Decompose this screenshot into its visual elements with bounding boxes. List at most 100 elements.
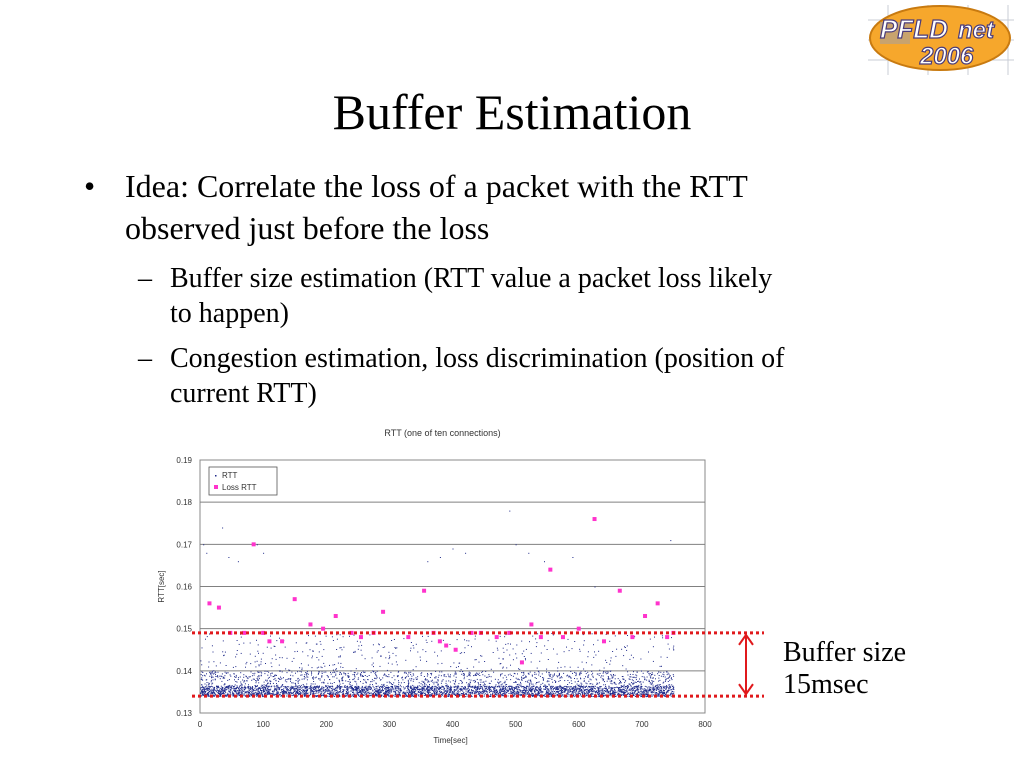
rtt-point <box>624 690 626 692</box>
rtt-point <box>243 690 245 692</box>
rtt-point <box>323 681 325 683</box>
rtt-point <box>213 687 215 689</box>
rtt-point <box>554 693 556 695</box>
rtt-point <box>290 696 291 698</box>
rtt-point <box>304 686 306 688</box>
rtt-point <box>549 685 551 687</box>
rtt-point <box>637 691 639 693</box>
rtt-point <box>200 687 202 689</box>
rtt-point <box>550 691 552 693</box>
rtt-point <box>257 690 259 692</box>
rtt-point <box>514 687 516 689</box>
rtt-point <box>447 685 449 687</box>
rtt-point <box>537 690 539 692</box>
rtt-point <box>662 682 664 684</box>
rtt-point <box>597 639 599 641</box>
rtt-point <box>276 690 278 692</box>
rtt-point <box>397 686 399 688</box>
rtt-point <box>575 674 577 676</box>
rtt-point <box>399 693 401 695</box>
rtt-point <box>482 688 484 690</box>
rtt-point <box>280 676 281 678</box>
rtt-point <box>279 693 281 695</box>
rtt-point <box>524 695 526 697</box>
rtt-point <box>370 695 372 697</box>
rtt-point <box>519 689 521 691</box>
rtt-point <box>320 693 322 694</box>
rtt-point <box>548 688 550 690</box>
rtt-point <box>563 691 565 693</box>
rtt-point <box>539 690 541 691</box>
rtt-point <box>368 691 370 693</box>
rtt-point <box>548 683 550 685</box>
rtt-point <box>377 691 379 693</box>
rtt-point <box>540 690 542 692</box>
rtt-point <box>486 694 488 696</box>
rtt-point <box>431 672 433 674</box>
rtt-point <box>207 688 209 690</box>
rtt-point <box>518 679 520 681</box>
rtt-point <box>627 693 629 695</box>
rtt-point <box>474 679 476 681</box>
rtt-point <box>622 690 624 692</box>
rtt-point <box>202 686 204 688</box>
rtt-point <box>380 655 382 657</box>
rtt-point <box>218 687 220 689</box>
rtt-point <box>446 684 448 686</box>
rtt-point <box>464 694 466 695</box>
rtt-point <box>513 692 515 694</box>
rtt-point <box>487 689 489 690</box>
rtt-point <box>252 686 253 688</box>
rtt-point <box>664 695 666 697</box>
rtt-point <box>446 693 447 695</box>
rtt-point <box>219 691 221 693</box>
rtt-point <box>511 685 513 687</box>
rtt-point <box>415 690 417 692</box>
rtt-point <box>421 680 423 682</box>
rtt-point <box>316 667 318 669</box>
rtt-point <box>460 669 462 671</box>
rtt-point <box>363 672 365 673</box>
rtt-point <box>339 634 341 636</box>
rtt-point <box>411 689 413 691</box>
rtt-point <box>296 685 298 687</box>
rtt-point <box>451 693 453 695</box>
rtt-point <box>203 694 205 696</box>
rtt-point <box>318 689 319 691</box>
rtt-point <box>667 672 669 674</box>
rtt-point <box>380 655 381 657</box>
rtt-point <box>425 688 427 690</box>
rtt-point <box>282 693 283 695</box>
rtt-point <box>569 688 571 690</box>
rtt-point <box>427 686 429 687</box>
rtt-point <box>476 673 478 675</box>
rtt-point <box>485 671 487 672</box>
rtt-point <box>203 687 205 689</box>
rtt-point <box>358 688 360 690</box>
rtt-point <box>461 686 463 688</box>
rtt-point <box>347 688 349 690</box>
rtt-point <box>467 684 469 686</box>
rtt-point <box>651 695 653 697</box>
rtt-point <box>263 681 265 683</box>
rtt-point <box>284 690 286 692</box>
rtt-point <box>598 690 600 692</box>
rtt-point <box>338 679 340 681</box>
rtt-point <box>447 694 449 696</box>
rtt-point <box>593 685 594 687</box>
rtt-point <box>648 651 649 653</box>
rtt-point <box>560 688 562 689</box>
rtt-point <box>503 689 505 691</box>
rtt-point <box>440 696 442 698</box>
rtt-point <box>332 688 334 690</box>
rtt-point <box>395 693 397 695</box>
rtt-point <box>375 673 377 675</box>
rtt-point <box>302 694 304 696</box>
rtt-point <box>261 693 262 695</box>
rtt-point <box>249 676 251 678</box>
rtt-point <box>574 689 576 691</box>
rtt-point <box>551 679 553 680</box>
rtt-point <box>612 690 614 692</box>
rtt-point <box>498 693 499 695</box>
rtt-point <box>265 663 266 664</box>
